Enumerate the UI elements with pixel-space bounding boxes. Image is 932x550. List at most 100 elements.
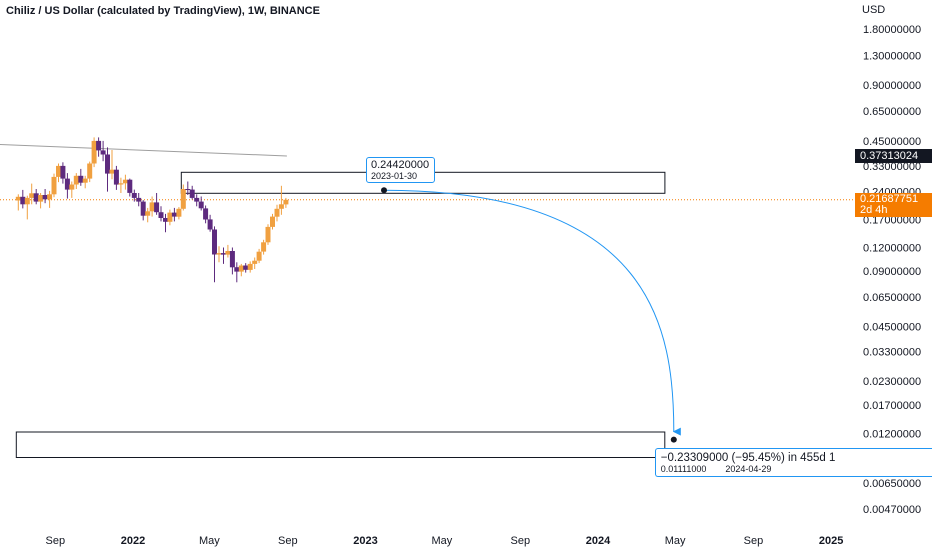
price-tick-label-6: 0.33000000 xyxy=(863,161,921,173)
candle-body-27 xyxy=(131,193,137,198)
price-tick-label-11: 0.06500000 xyxy=(863,292,921,304)
candle-body-26 xyxy=(127,179,133,193)
time-tick-label-3: May xyxy=(199,535,220,547)
candle-body-32 xyxy=(154,202,160,213)
candle-body-52 xyxy=(243,265,249,270)
candle-body-44 xyxy=(207,219,213,230)
candle-body-14 xyxy=(73,175,79,185)
price-tick-label-4: 0.65000000 xyxy=(863,106,921,118)
candle-body-10 xyxy=(56,165,61,177)
zones-layer xyxy=(15,171,666,458)
start-date-label: 2023-01-30 xyxy=(371,171,418,182)
candle-body-16 xyxy=(82,178,88,183)
candle-body-49 xyxy=(229,251,235,268)
projection-change-label: −0.23309000 (−95.45%) in 455d 1 xyxy=(660,451,836,464)
candle-body-25 xyxy=(122,179,128,184)
time-tick-label-7: Sep xyxy=(511,535,531,547)
projection-target-callout[interactable]: −0.23309000 (−95.45%) in 455d 1 0.011110… xyxy=(654,447,932,477)
last-price-value: 0.21687751 xyxy=(860,192,919,205)
candle-body-15 xyxy=(78,175,84,183)
target-date-label: 2024-04-29 xyxy=(725,463,772,474)
candle-body-45 xyxy=(212,229,217,255)
candle-body-34 xyxy=(163,218,168,222)
price-tick-label-1: 1.80000000 xyxy=(863,24,921,36)
candle-body-40 xyxy=(189,189,195,198)
price-tick-label-2: 1.30000000 xyxy=(863,50,921,62)
candle-body-29 xyxy=(140,201,146,216)
candle-body-1 xyxy=(15,196,21,201)
candle-body-4 xyxy=(29,193,35,198)
price-tick-label-8: 0.17000000 xyxy=(863,214,921,226)
time-tick-label-8: 2024 xyxy=(586,535,611,547)
projection-layer xyxy=(381,187,681,443)
candle-body-41 xyxy=(194,197,200,202)
candle-body-7 xyxy=(42,195,48,200)
candle-body-46 xyxy=(216,253,222,255)
candle-body-60 xyxy=(278,204,284,209)
price-tick-label-18: 0.00650000 xyxy=(863,478,921,490)
candle-body-33 xyxy=(158,212,164,218)
candle-body-43 xyxy=(203,208,209,220)
candle-body-21 xyxy=(105,154,110,174)
candle-body-11 xyxy=(60,165,66,179)
candle-body-5 xyxy=(33,193,39,202)
time-tick-label-5: 2023 xyxy=(353,535,377,547)
candles-layer xyxy=(15,137,289,283)
candle-body-37 xyxy=(176,208,182,217)
candle-body-17 xyxy=(87,163,93,179)
candle-body-6 xyxy=(38,195,44,202)
candle-body-19 xyxy=(96,140,102,151)
candle-body-50 xyxy=(234,267,240,272)
candle-body-9 xyxy=(51,176,57,195)
candle-body-42 xyxy=(198,201,204,209)
price-tick-label-13: 0.03300000 xyxy=(863,347,921,359)
candle-body-56 xyxy=(261,242,267,252)
moving-average-value: 0.37313024 xyxy=(860,150,919,162)
candle-body-22 xyxy=(109,169,115,174)
candle-body-55 xyxy=(256,251,262,261)
lines-layer xyxy=(0,144,855,201)
bar-countdown: 2d 4h xyxy=(860,203,888,216)
candle-body-35 xyxy=(167,212,173,222)
candle-body-31 xyxy=(149,202,155,212)
candle-body-2 xyxy=(20,196,26,205)
target-details: 0.01111000 2024-04-29 xyxy=(661,464,926,474)
candle-body-36 xyxy=(171,212,177,217)
candle-body-48 xyxy=(225,251,231,255)
time-tick-label-9: May xyxy=(665,535,686,547)
candle-body-47 xyxy=(221,253,226,255)
price-tick-label-14: 0.02300000 xyxy=(863,376,921,388)
time-tick-label-11: 2025 xyxy=(819,535,843,547)
price-tick-label-10: 0.09000000 xyxy=(863,266,921,278)
candle-body-54 xyxy=(252,260,258,264)
projection-start-dot xyxy=(381,187,387,194)
price-tick-label-15: 0.01700000 xyxy=(863,400,921,412)
projection-end-dot xyxy=(670,436,677,443)
price-tick-label-9: 0.12000000 xyxy=(863,243,921,255)
time-tick-label-10: Sep xyxy=(744,535,764,547)
candle-body-8 xyxy=(47,194,53,200)
axes-layer: 1.80000000 1.30000000 0.90000000 0.65000000… xyxy=(46,24,922,547)
candle-body-20 xyxy=(100,150,106,155)
candle-body-38 xyxy=(180,189,186,209)
candle-body-12 xyxy=(64,178,70,190)
candle-body-18 xyxy=(91,140,97,164)
candle-body-39 xyxy=(185,189,191,190)
moving-average-line xyxy=(0,144,287,157)
time-tick-label-4: Sep xyxy=(278,535,298,547)
candle-body-57 xyxy=(265,226,271,243)
candle-body-30 xyxy=(145,211,151,216)
candle-body-58 xyxy=(270,216,275,227)
candle-body-59 xyxy=(274,208,280,217)
candle-body-51 xyxy=(238,265,244,272)
price-tick-label-16: 0.01200000 xyxy=(863,428,921,440)
zone-rectangle-2 xyxy=(15,431,666,458)
last-price-badge: 0.21687751 2d 4h xyxy=(855,192,932,217)
price-tick-label-19: 0.00470000 xyxy=(863,504,921,516)
candle-body-23 xyxy=(113,169,119,185)
candle-body-13 xyxy=(69,184,75,190)
currency-label: USD xyxy=(862,4,886,16)
projection-start-callout[interactable]: 0.24420000 2023-01-30 xyxy=(366,157,436,184)
moving-average-value-badge: 0.37313024 xyxy=(855,149,932,163)
